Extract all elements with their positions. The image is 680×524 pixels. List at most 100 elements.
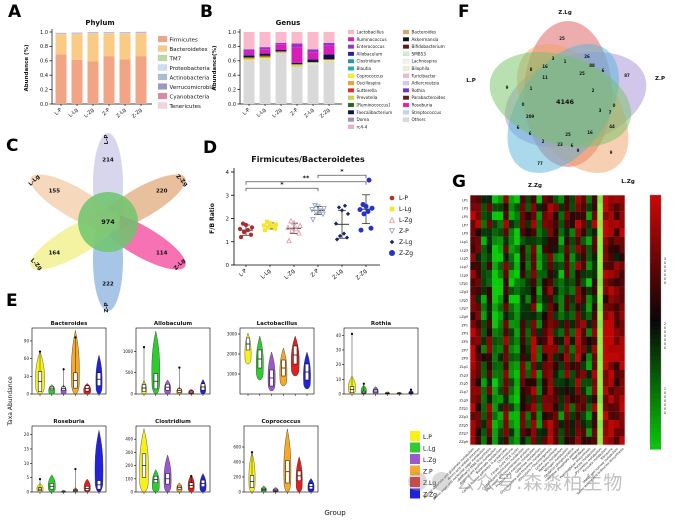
svg-text:LLg5: LLg5 — [460, 257, 468, 261]
svg-text:9: 9 — [610, 150, 613, 155]
watermark-dot-icon — [408, 472, 427, 491]
panel-label-f: F — [458, 2, 470, 22]
svg-text:Bilophila: Bilophila — [412, 66, 430, 71]
svg-text:LZg3: LZg3 — [459, 290, 468, 294]
watermark-dot-icon — [432, 472, 451, 491]
svg-text:Akkermansia: Akkermansia — [412, 37, 439, 42]
taxa-violin-plots: Taxa Abundance Group Bacteroides 0 30 60 90 All… — [7, 321, 437, 517]
svg-text:2: 2 — [542, 139, 545, 144]
svg-text:6: 6 — [571, 143, 574, 148]
svg-text:Z.P: Z.P — [423, 469, 433, 476]
svg-text:10: 10 — [336, 377, 342, 382]
svg-text:1.0: 1.0 — [228, 30, 236, 36]
svg-text:0.2: 0.2 — [228, 87, 236, 93]
svg-text:Tenericutes: Tenericutes — [169, 104, 202, 110]
svg-text:2: 2 — [592, 88, 595, 93]
svg-text:LLg7: LLg7 — [460, 265, 468, 269]
fb-ratio-scatter-plot: Firmicutes/Bacteroidetes F/B Ratio 0 1 2 3 4 L-… — [209, 155, 413, 282]
svg-text:LZg7: LZg7 — [459, 307, 468, 311]
svg-text:200: 200 — [125, 463, 133, 468]
svg-text:Genus: Genus — [276, 19, 301, 27]
svg-text:Z-Zg: Z-Zg — [319, 107, 332, 120]
svg-text:0.8: 0.8 — [40, 44, 48, 50]
svg-text:Coprococcus: Coprococcus — [262, 419, 302, 425]
svg-text:Cyanobacteria: Cyanobacteria — [170, 95, 210, 101]
svg-text:Blautia: Blautia — [357, 66, 372, 71]
svg-text:Z-P: Z-P — [101, 107, 111, 117]
svg-text:0: 0 — [664, 273, 666, 277]
svg-text:Coprococcus: Coprococcus — [357, 73, 384, 78]
svg-text:25: 25 — [559, 36, 565, 41]
svg-text:Prevotella: Prevotella — [357, 95, 378, 100]
svg-text:Oscillospira: Oscillospira — [357, 81, 382, 86]
svg-text:L-Zg: L-Zg — [284, 268, 297, 281]
svg-text:0: 0 — [664, 346, 666, 350]
svg-text:16: 16 — [587, 130, 593, 135]
svg-text:L-P: L-P — [104, 135, 110, 145]
svg-text:400: 400 — [125, 437, 133, 442]
svg-text:0: 0 — [664, 281, 666, 285]
svg-text:*: * — [280, 180, 284, 188]
svg-text:87: 87 — [624, 73, 630, 78]
svg-text:30: 30 — [24, 374, 30, 379]
svg-text:0.0: 0.0 — [40, 102, 48, 108]
svg-text:3: 3 — [226, 193, 230, 199]
svg-text:16: 16 — [542, 64, 548, 69]
svg-text:0: 0 — [664, 265, 666, 269]
svg-text:8: 8 — [530, 67, 533, 72]
svg-text:LLg1: LLg1 — [460, 240, 468, 244]
panel-label-b: B — [200, 2, 213, 22]
svg-text:ZZg9: ZZg9 — [459, 440, 468, 444]
svg-text:L-P: L-P — [242, 107, 252, 117]
svg-text:SMB53: SMB53 — [412, 51, 427, 56]
svg-text:ZP7: ZP7 — [461, 348, 468, 352]
svg-text:Taxa Abundance: Taxa Abundance — [7, 376, 14, 427]
svg-text:ZLg3: ZLg3 — [459, 373, 468, 377]
svg-text:60: 60 — [24, 356, 30, 361]
svg-text:Firmicutes: Firmicutes — [170, 38, 198, 44]
svg-text:Allobaculum: Allobaculum — [357, 51, 383, 56]
svg-text:20: 20 — [336, 362, 342, 367]
svg-text:77: 77 — [537, 161, 543, 166]
svg-text:Z-Lg: Z-Lg — [115, 107, 127, 119]
svg-text:ZP5: ZP5 — [461, 340, 468, 344]
svg-text:Proteobacteria: Proteobacteria — [170, 66, 210, 72]
svg-text:Z.Lg: Z.Lg — [558, 10, 572, 16]
svg-text:155: 155 — [49, 189, 61, 195]
svg-text:Group: Group — [324, 509, 346, 517]
svg-text:Z.Zg: Z.Zg — [423, 492, 437, 499]
svg-text:Dorea: Dorea — [357, 117, 370, 122]
svg-text:ZLg1: ZLg1 — [459, 365, 468, 369]
svg-text:6: 6 — [529, 131, 532, 136]
svg-text:90: 90 — [24, 338, 30, 343]
svg-text:0.6: 0.6 — [40, 59, 48, 65]
svg-text:0: 0 — [664, 338, 666, 342]
svg-text:Z.P: Z.P — [655, 76, 665, 82]
phylum-stacked-bar-chart: Phylum Abundance (%) 0.0 0.2 0.4 0.6 0.8 1.0 L-P… — [24, 19, 214, 120]
svg-text:1.0: 1.0 — [40, 30, 48, 36]
svg-text:Roseburia: Roseburia — [412, 103, 433, 108]
svg-text:L.Zg: L.Zg — [621, 179, 635, 185]
svg-text:Z-Zg: Z-Zg — [355, 268, 368, 281]
svg-text:L-P: L-P — [238, 268, 249, 279]
svg-text:10: 10 — [24, 461, 30, 466]
svg-text:ZZg5: ZZg5 — [459, 423, 468, 427]
svg-text:200: 200 — [233, 475, 241, 480]
svg-text:7: 7 — [609, 110, 612, 115]
panel-label-g: G — [452, 172, 466, 192]
pathway-heatmap: LP1 LP3 LP5 LP7 LP9 LLg1 LLg3 LLg5 LLg7 LLg9 LZg1 L… — [423, 194, 666, 501]
svg-text:88: 88 — [589, 63, 595, 68]
svg-text:L.Zg: L.Zg — [423, 457, 436, 464]
svg-text:6: 6 — [517, 125, 520, 130]
svg-text:40: 40 — [336, 333, 342, 338]
svg-text:0: 0 — [338, 392, 341, 397]
svg-text:Z-P: Z-P — [104, 302, 110, 312]
svg-text:0: 0 — [26, 392, 29, 397]
svg-text:3: 3 — [599, 108, 602, 113]
svg-text:LP9: LP9 — [462, 232, 468, 236]
svg-text:0.4: 0.4 — [40, 73, 48, 79]
svg-text:0: 0 — [664, 399, 666, 403]
svg-text:**: ** — [303, 174, 310, 182]
watermark: 公众号:森淼柏生物 — [408, 468, 678, 495]
